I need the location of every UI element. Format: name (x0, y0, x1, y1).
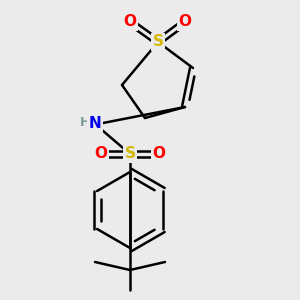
Text: O: O (178, 14, 191, 29)
Text: O: O (94, 146, 107, 161)
Text: O: O (152, 146, 166, 161)
Text: H: H (80, 116, 90, 128)
Text: O: O (124, 14, 136, 29)
Text: S: S (152, 34, 164, 50)
Text: S: S (124, 146, 136, 161)
Text: N: N (88, 116, 101, 130)
